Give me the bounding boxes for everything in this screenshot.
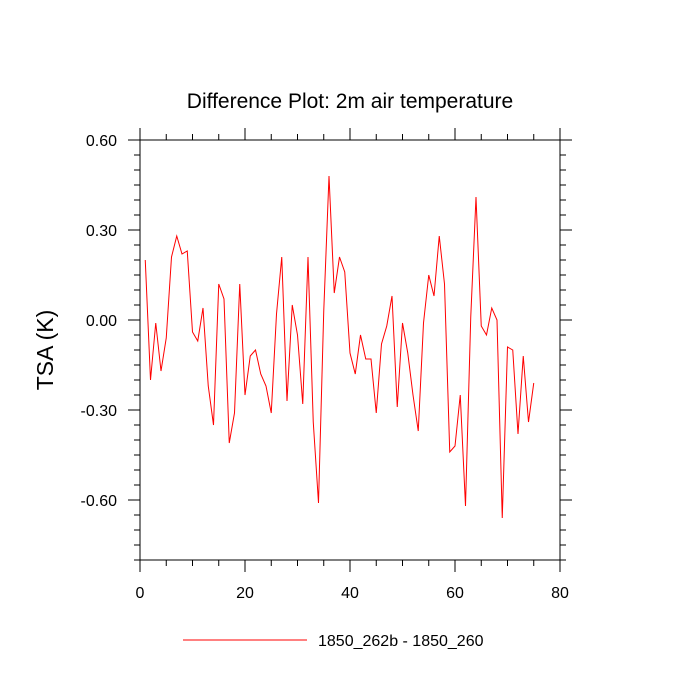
y-axis-label: TSA (K) <box>32 310 58 391</box>
y-tick-label: -0.30 <box>81 403 118 420</box>
x-tick-label: 20 <box>236 585 254 602</box>
legend-label: 1850_262b - 1850_260 <box>318 633 484 650</box>
series-line <box>144 175 535 519</box>
x-tick-label: 40 <box>341 585 359 602</box>
x-tick-label: 80 <box>551 585 569 602</box>
y-tick-label: 0.30 <box>86 223 117 240</box>
x-tick-label: 0 <box>136 585 145 602</box>
y-tick-label: -0.60 <box>81 493 118 510</box>
legend: 1850_262b - 1850_260 <box>183 633 484 650</box>
y-tick-label: 0.00 <box>86 313 117 330</box>
series-layer <box>144 175 535 519</box>
y-tick-label: 0.60 <box>86 133 117 150</box>
axis-ticks <box>128 128 572 572</box>
axis-tick-labels: 0 20 40 60 80 0.60 0.30 0.00 -0.30 -0.60 <box>81 133 569 602</box>
x-tick-label: 60 <box>446 585 464 602</box>
chart-title: Difference Plot: 2m air temperature <box>187 90 513 113</box>
